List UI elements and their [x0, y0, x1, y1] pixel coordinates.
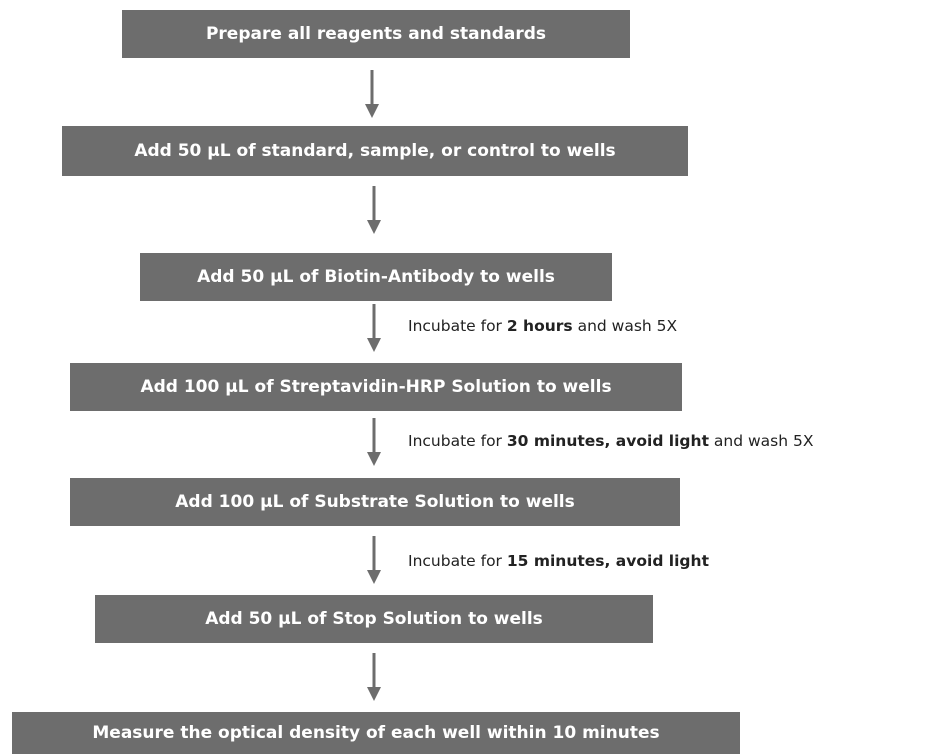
step-add-biotin-antibody: Add 50 µL of Biotin-Antibody to wells [140, 253, 612, 301]
incubation-note: Incubate for 15 minutes, avoid light [408, 552, 709, 570]
note-emphasis: 2 hours [506, 317, 573, 335]
down-arrow-icon [364, 304, 384, 354]
down-arrow-icon [364, 186, 384, 236]
step-add-standard-sample: Add 50 µL of standard, sample, or contro… [62, 126, 688, 176]
note-prefix: Incubate for [408, 552, 507, 570]
incubation-note: Incubate for 2 hours and wash 5X [408, 317, 677, 335]
note-emphasis: 30 minutes, avoid light [506, 432, 709, 450]
note-emphasis: 15 minutes, avoid light [506, 552, 709, 570]
step-add-stop-solution: Add 50 µL of Stop Solution to wells [95, 595, 653, 643]
down-arrow-icon [364, 653, 384, 703]
step-add-substrate: Add 100 µL of Substrate Solution to well… [70, 478, 680, 526]
note-suffix: and wash 5X [708, 432, 814, 450]
incubation-note: Incubate for 30 minutes, avoid light and… [408, 432, 813, 450]
note-prefix: Incubate for [408, 317, 507, 335]
note-prefix: Incubate for [408, 432, 507, 450]
down-arrow-icon [364, 418, 384, 468]
note-suffix: and wash 5X [572, 317, 678, 335]
down-arrow-icon [362, 70, 382, 120]
step-prepare-reagents: Prepare all reagents and standards [122, 10, 630, 58]
step-measure-optical-density: Measure the optical density of each well… [12, 712, 740, 754]
down-arrow-icon [364, 536, 384, 586]
step-add-streptavidin-hrp: Add 100 µL of Streptavidin-HRP Solution … [70, 363, 682, 411]
